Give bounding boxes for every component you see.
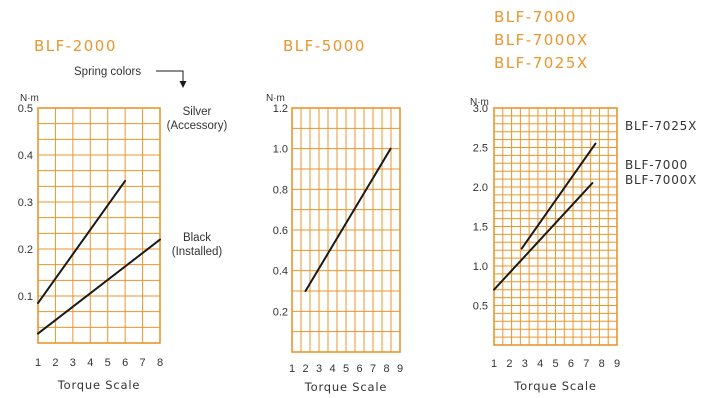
chart-1-series-label: Silver [183,106,212,118]
chart-3-ylabel: N·m [470,97,489,108]
chart-2-x-tick: 7 [370,363,376,375]
chart-3-plot-frame [493,107,618,346]
chart-1-ylabel: N·m [20,93,39,104]
chart-1-series-label: Black [183,232,211,244]
chart-1-series-line [37,179,127,305]
chart-1-x-tick: 3 [70,357,76,369]
chart-3-x-tick: 8 [599,358,605,370]
chart-2-x-tick: 2 [302,363,308,375]
chart-1-x-tick: 7 [140,357,146,369]
chart-1-x-tick: 1 [35,357,41,369]
chart-3-x-tick: 3 [522,358,528,370]
chart-1-x-tick: 2 [52,357,58,369]
chart-3-y-tick: 0.5 [473,301,488,313]
chart-1-xlabel: Torque Scale [57,378,141,392]
chart-3-title: BLF-7025X [494,54,589,72]
chart-3-y-tick: 2.0 [473,182,488,194]
chart-1-title: BLF-2000 [34,37,117,55]
chart-3-series-line [493,182,594,291]
chart-2-y-tick: 0.2 [273,306,288,318]
chart-2-x-tick: 3 [316,363,322,375]
chart-2-x-tick: 5 [343,363,349,375]
chart-1-x-tick: 4 [87,357,93,369]
chart-1-series-label: (Accessory) [167,120,228,132]
chart-3-x-tick: 2 [506,358,512,370]
chart-2-ylabel: N·m [266,93,285,104]
chart-2-title: BLF-5000 [283,37,366,55]
chart-3-series-label: BLF-7000 [625,158,688,172]
chart-3-series-line [520,142,597,250]
chart-2-x-tick: 6 [356,363,362,375]
chart-3-y-tick: 3.0 [473,103,488,115]
chart-2-xlabel: Torque Scale [304,380,388,394]
chart-1-x-tick: 5 [105,357,111,369]
chart-3-series-label: BLF-7000X [625,173,697,187]
chart-1-y-tick: 0.1 [18,291,33,303]
chart-3-x-tick: 1 [491,358,497,370]
chart-3-title: BLF-7000 [494,8,577,26]
chart-1-series-line [37,238,161,335]
chart-2-y-tick: 0.6 [273,225,288,237]
chart-3-x-tick: 7 [583,358,589,370]
chart-3-y-tick: 1.5 [473,222,488,234]
chart-2-series-line [304,147,392,292]
spring-colors-arrow-line [156,70,184,82]
chart-3-xlabel: Torque Scale [513,379,597,393]
chart-3-x-tick: 6 [568,358,574,370]
chart-1-y-tick: 0.4 [18,150,33,162]
chart-1-y-tick: 0.2 [18,244,33,256]
chart-2-y-tick: 1.2 [273,103,288,115]
chart-2-x-tick: 1 [289,363,295,375]
chart-2-y-tick: 0.4 [273,266,288,278]
chart-3-series-label: BLF-7025X [625,119,697,133]
chart-1-plot-frame [37,107,161,344]
chart-3-x-tick: 5 [552,358,558,370]
chart-1-y-tick: 0.3 [18,197,33,209]
chart-1-y-tick: 0.5 [18,103,33,115]
chart-2-x-tick: 4 [329,363,335,375]
chart-2-x-tick: 9 [397,363,403,375]
chart-2-y-tick: 1.0 [273,144,288,156]
chart-3-y-tick: 2.5 [473,143,488,155]
chart-3-title: BLF-7000X [494,31,589,49]
spring-colors-label: Spring colors [74,66,141,78]
chart-1-series-label: (Installed) [172,246,223,258]
chart-2-y-tick: 0.8 [273,184,288,196]
spring-colors-arrow-head [179,81,187,88]
chart-3-x-tick: 9 [614,358,620,370]
chart-1-x-tick: 6 [122,357,128,369]
chart-2-x-tick: 8 [383,363,389,375]
chart-1-x-tick: 8 [157,357,163,369]
chart-2-plot-frame [291,107,401,353]
chart-3-y-tick: 1.0 [473,261,488,273]
chart-3-x-tick: 4 [537,358,543,370]
